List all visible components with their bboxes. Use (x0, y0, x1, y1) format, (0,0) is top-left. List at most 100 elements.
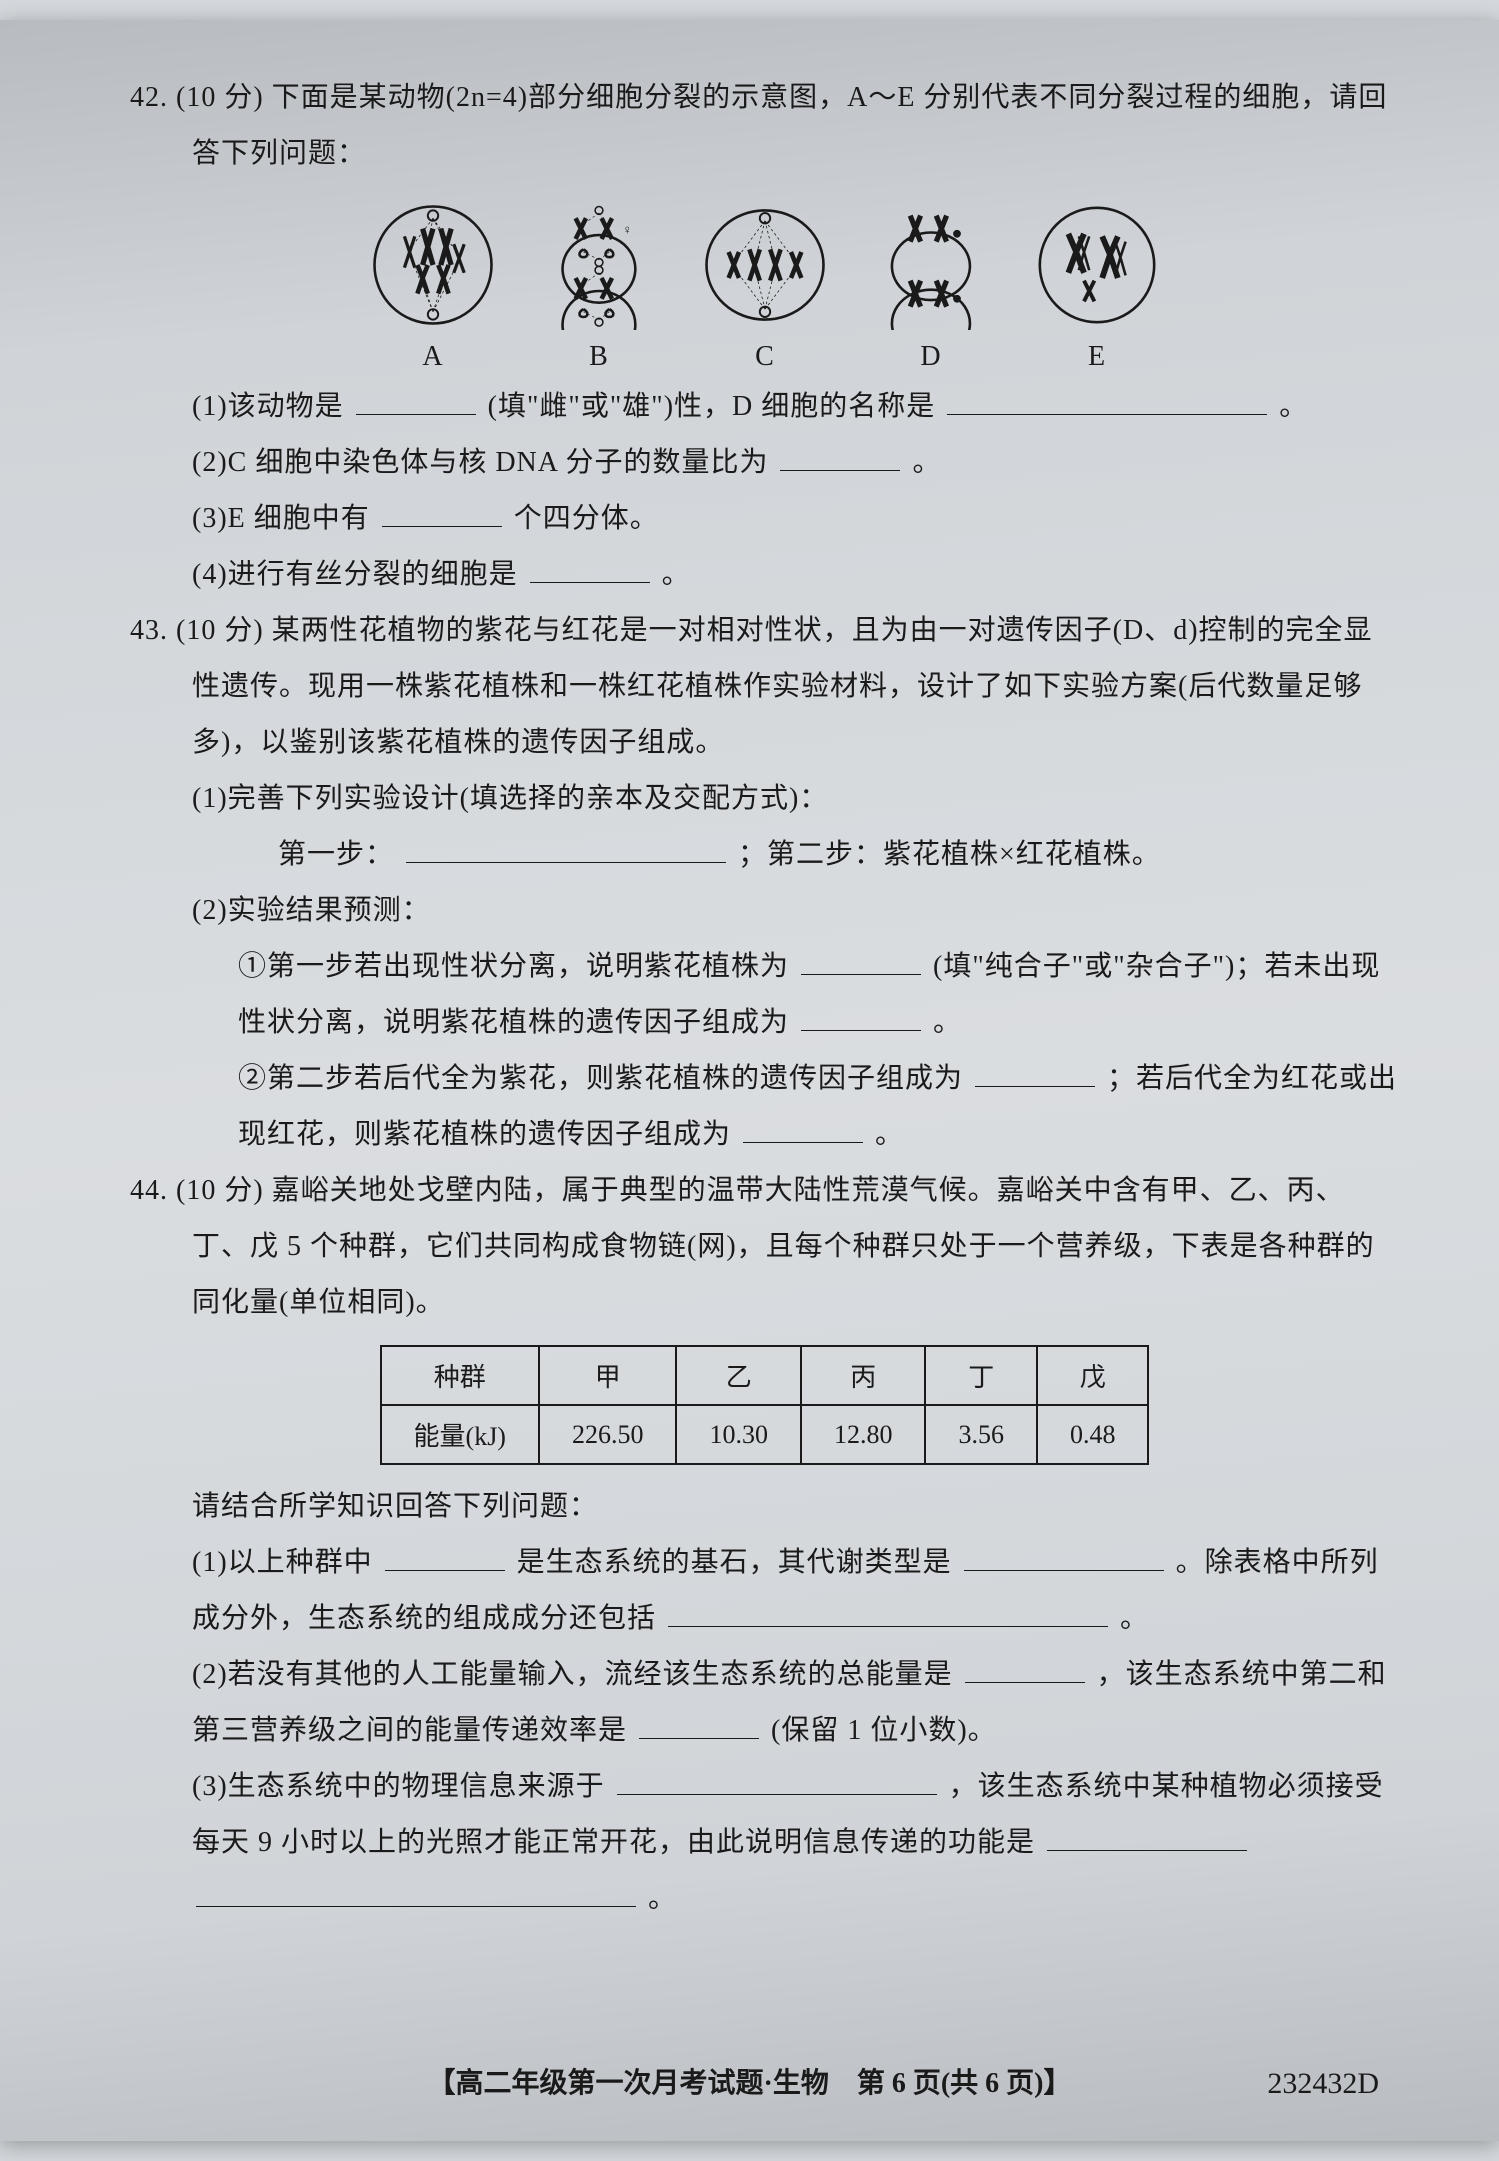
blank (530, 552, 650, 583)
text: (1)该动物是 (192, 391, 344, 422)
q44-lead: 请结合所学知识回答下列问题： (130, 1479, 1399, 1535)
text: 个四分体。 (514, 503, 659, 534)
blank (801, 944, 921, 975)
q44-sub3-end: 。 (130, 1871, 1399, 1927)
table-row-data: 能量(kJ) 226.50 10.30 12.80 3.56 0.48 (381, 1405, 1149, 1464)
cell-e-label: E (1032, 341, 1162, 373)
q43-sub1: (1)完善下列实验设计(填选择的亲本及交配方式)： (130, 771, 1399, 827)
text: 。 (1120, 1603, 1149, 1634)
text: (4)进行有丝分裂的细胞是 (192, 559, 518, 590)
q44-stem: 44. (10 分) 嘉峪关地处戈壁内陆，属于典型的温带大陆性荒漠气候。嘉峪关中… (130, 1163, 1399, 1331)
text: ；第二步：紫花植株×红花植株。 (738, 839, 1161, 870)
th: 丁 (925, 1346, 1037, 1405)
th: 种群 (381, 1346, 539, 1405)
blank (406, 832, 726, 863)
blank (196, 1876, 636, 1907)
text: 。 (662, 559, 691, 590)
blank (385, 1540, 505, 1571)
blank (617, 1764, 937, 1795)
cell-d-label: D (866, 341, 996, 373)
blank (780, 440, 900, 471)
cell-c-label: C (700, 341, 830, 373)
text: (3)E 细胞中有 (192, 503, 370, 534)
cell-e: E (1032, 200, 1162, 373)
td: 能量(kJ) (381, 1405, 539, 1464)
q43-points: (10 分) (176, 615, 264, 646)
text: ②第二步若后代全为紫花，则紫花植株的遗传因子组成为 (238, 1063, 963, 1094)
q43-r1: ①第一步若出现性状分离，说明紫花植株为 (填"纯合子"或"杂合子")；若未出现性… (130, 939, 1399, 1051)
q44-number: 44. (130, 1175, 168, 1206)
q43-sub2: (2)实验结果预测： (130, 883, 1399, 939)
blank (964, 1540, 1164, 1571)
text: 。 (648, 1883, 677, 1914)
text: (1)以上种群中 (192, 1547, 373, 1578)
q42-number: 42. (130, 82, 168, 113)
cell-a: A (368, 200, 498, 373)
q42-points: (10 分) (176, 82, 264, 113)
table-row-header: 种群 甲 乙 丙 丁 戊 (381, 1346, 1149, 1405)
blank (1047, 1820, 1247, 1851)
th: 丙 (801, 1346, 926, 1405)
exam-page: 42. (10 分) 下面是某动物(2n=4)部分细胞分裂的示意图，A～E 分别… (0, 20, 1499, 2141)
td: 226.50 (539, 1405, 677, 1464)
page-code: 232432D (1267, 2067, 1379, 2101)
q42-sub2: (2)C 细胞中染色体与核 DNA 分子的数量比为 。 (130, 435, 1399, 491)
q42-stem: 42. (10 分) 下面是某动物(2n=4)部分细胞分裂的示意图，A～E 分别… (130, 70, 1399, 182)
th: 乙 (676, 1346, 801, 1405)
q43-stem-text: 某两性花植物的紫花与红花是一对相对性状，且为由一对遗传因子(D、d)控制的完全显… (192, 615, 1373, 758)
text: (3)生态系统中的物理信息来源于 (192, 1771, 605, 1802)
text: 。 (933, 1007, 962, 1038)
q43-stem: 43. (10 分) 某两性花植物的紫花与红花是一对相对性状，且为由一对遗传因子… (130, 603, 1399, 771)
td: 3.56 (925, 1405, 1037, 1464)
text: 。 (1279, 391, 1308, 422)
blank (975, 1056, 1095, 1087)
text: ①第一步若出现性状分离，说明紫花植株为 (238, 951, 789, 982)
td: 10.30 (676, 1405, 801, 1464)
blank (668, 1596, 1108, 1627)
text: 。 (875, 1119, 904, 1150)
q44-sub2: (2)若没有其他的人工能量输入，流经该生态系统的总能量是 ，该生态系统中第二和第… (130, 1647, 1399, 1759)
q44-stem-text: 嘉峪关地处戈壁内陆，属于典型的温带大陆性荒漠气候。嘉峪关中含有甲、乙、丙、丁、戊… (192, 1175, 1375, 1318)
blank (947, 384, 1267, 415)
text: (保留 1 位小数)。 (771, 1715, 997, 1746)
text: 。 (912, 447, 941, 478)
cell-c-svg (700, 200, 830, 330)
q42-sub3: (3)E 细胞中有 个四分体。 (130, 491, 1399, 547)
text: 第一步： (278, 839, 394, 870)
blank (743, 1112, 863, 1143)
q44-sub1: (1)以上种群中 是生态系统的基石，其代谢类型是 。除表格中所列成分外，生态系统… (130, 1535, 1399, 1647)
q44-points: (10 分) (176, 1175, 264, 1206)
cell-a-label: A (368, 341, 498, 373)
cell-d-svg (866, 200, 996, 330)
q43-step: 第一步： ；第二步：紫花植株×红花植株。 (130, 827, 1399, 883)
q42-sub4: (4)进行有丝分裂的细胞是 。 (130, 547, 1399, 603)
blank (356, 384, 476, 415)
cell-b-svg: ♀ (534, 200, 664, 330)
q43-number: 43. (130, 615, 168, 646)
text: (2)若没有其他的人工能量输入，流经该生态系统的总能量是 (192, 1659, 953, 1690)
text: (填"雌"或"雄")性，D 细胞的名称是 (488, 391, 936, 422)
blank (639, 1708, 759, 1739)
blank (965, 1652, 1085, 1683)
blank (382, 496, 502, 527)
th: 甲 (539, 1346, 677, 1405)
cell-b-label: B (534, 341, 664, 373)
svg-text:♀: ♀ (622, 222, 632, 237)
text: 是生态系统的基石，其代谢类型是 (517, 1547, 952, 1578)
q42-sub1: (1)该动物是 (填"雌"或"雄")性，D 细胞的名称是 。 (130, 379, 1399, 435)
q42-diagrams: A ♀ B (130, 200, 1399, 373)
q43-r2: ②第二步若后代全为紫花，则紫花植株的遗传因子组成为 ；若后代全为红花或出现红花，… (130, 1051, 1399, 1163)
cell-b: ♀ B (534, 200, 664, 373)
cell-a-svg (368, 200, 498, 330)
cell-c: C (700, 200, 830, 373)
td: 0.48 (1037, 1405, 1149, 1464)
td: 12.80 (801, 1405, 926, 1464)
q44-table: 种群 甲 乙 丙 丁 戊 能量(kJ) 226.50 10.30 12.80 3… (380, 1345, 1150, 1465)
q44-sub3: (3)生态系统中的物理信息来源于 ，该生态系统中某种植物必须接受每天 9 小时以… (130, 1759, 1399, 1871)
q42-stem-text: 下面是某动物(2n=4)部分细胞分裂的示意图，A～E 分别代表不同分裂过程的细胞… (192, 82, 1387, 169)
th: 戊 (1037, 1346, 1149, 1405)
blank (801, 1000, 921, 1031)
text: (2)C 细胞中染色体与核 DNA 分子的数量比为 (192, 447, 768, 478)
cell-d: D (866, 200, 996, 373)
cell-e-svg (1032, 200, 1162, 330)
